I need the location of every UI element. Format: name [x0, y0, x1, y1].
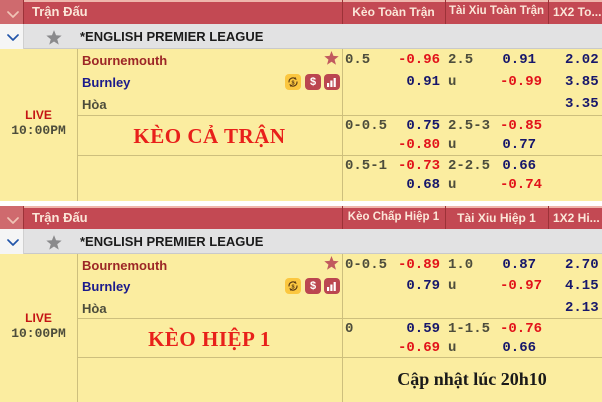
- svg-text:$: $: [291, 80, 294, 86]
- svg-text:$: $: [291, 284, 294, 290]
